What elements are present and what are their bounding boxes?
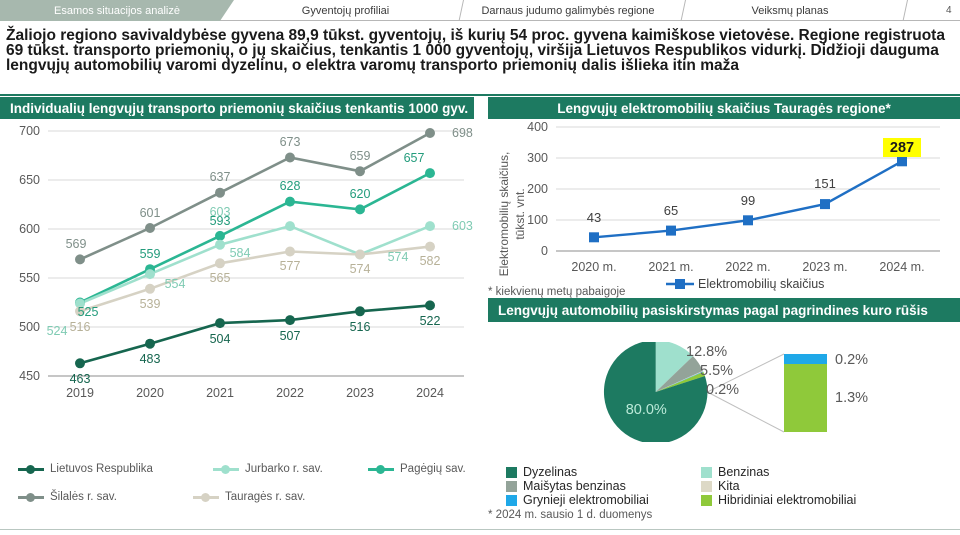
svg-text:65: 65 — [664, 203, 678, 218]
svg-text:516: 516 — [350, 320, 371, 334]
svg-text:400: 400 — [527, 120, 548, 134]
svg-text:673: 673 — [280, 135, 301, 149]
svg-text:2020 m.: 2020 m. — [571, 260, 616, 274]
svg-text:tūkst. vnt.: tūkst. vnt. — [513, 188, 527, 239]
svg-text:483: 483 — [140, 352, 161, 366]
svg-text:450: 450 — [19, 369, 40, 383]
svg-text:577: 577 — [280, 259, 301, 273]
svg-text:698: 698 — [452, 126, 473, 140]
svg-text:100: 100 — [527, 213, 548, 227]
svg-text:Elektromobilių skaičius: Elektromobilių skaičius — [698, 277, 824, 291]
svg-text:12.8%: 12.8% — [686, 344, 727, 360]
svg-text:620: 620 — [350, 187, 371, 201]
svg-text:584: 584 — [230, 246, 251, 260]
svg-text:2022 m.: 2022 m. — [725, 260, 770, 274]
svg-text:2020: 2020 — [136, 386, 164, 400]
svg-text:2019: 2019 — [66, 386, 94, 400]
svg-text:657: 657 — [404, 151, 425, 165]
svg-text:603: 603 — [452, 219, 473, 233]
svg-text:565: 565 — [210, 271, 231, 285]
svg-text:0.2%: 0.2% — [706, 382, 739, 398]
svg-text:539: 539 — [140, 297, 161, 311]
svg-text:500: 500 — [19, 320, 40, 334]
svg-text:600: 600 — [19, 222, 40, 236]
svg-text:43: 43 — [587, 210, 601, 225]
svg-text:2024 m.: 2024 m. — [879, 260, 924, 274]
svg-text:2021 m.: 2021 m. — [648, 260, 693, 274]
svg-text:650: 650 — [19, 173, 40, 187]
svg-text:522: 522 — [420, 314, 441, 328]
svg-text:151: 151 — [814, 176, 836, 191]
svg-text:525: 525 — [78, 305, 99, 319]
svg-text:601: 601 — [140, 206, 161, 220]
svg-text:287: 287 — [890, 140, 914, 156]
svg-text:80.0%: 80.0% — [626, 402, 667, 418]
svg-text:200: 200 — [527, 182, 548, 196]
svg-text:Elektromobilių skaičius,: Elektromobilių skaičius, — [497, 152, 511, 277]
svg-text:603: 603 — [210, 205, 231, 219]
svg-text:637: 637 — [210, 170, 231, 184]
svg-text:554: 554 — [165, 277, 186, 291]
svg-text:2023 m.: 2023 m. — [802, 260, 847, 274]
svg-text:516: 516 — [70, 320, 91, 334]
svg-text:0.2%: 0.2% — [835, 352, 868, 368]
svg-text:550: 550 — [19, 271, 40, 285]
svg-text:5.5%: 5.5% — [700, 363, 733, 379]
svg-text:574: 574 — [350, 262, 371, 276]
svg-text:2021: 2021 — [206, 386, 234, 400]
svg-text:2023: 2023 — [346, 386, 374, 400]
svg-text:300: 300 — [527, 151, 548, 165]
svg-text:559: 559 — [140, 247, 161, 261]
svg-text:700: 700 — [19, 124, 40, 138]
svg-text:582: 582 — [420, 254, 441, 268]
svg-text:2024: 2024 — [416, 386, 444, 400]
svg-text:2022: 2022 — [276, 386, 304, 400]
svg-text:0: 0 — [541, 244, 548, 258]
svg-text:504: 504 — [210, 332, 231, 346]
svg-text:659: 659 — [350, 149, 371, 163]
svg-text:524: 524 — [47, 324, 68, 338]
svg-text:507: 507 — [280, 329, 301, 343]
svg-text:1.3%: 1.3% — [835, 390, 868, 406]
svg-text:99: 99 — [741, 193, 755, 208]
svg-text:628: 628 — [280, 179, 301, 193]
svg-text:463: 463 — [70, 372, 91, 386]
svg-text:569: 569 — [66, 237, 87, 251]
svg-text:574: 574 — [388, 250, 409, 264]
